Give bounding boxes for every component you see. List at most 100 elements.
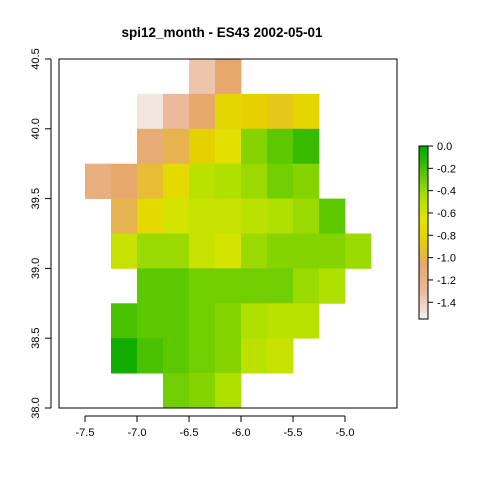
heatmap-cell bbox=[215, 93, 242, 130]
heatmap-cell bbox=[215, 163, 242, 199]
legend-color-step bbox=[419, 154, 428, 159]
legend-color-step bbox=[419, 212, 428, 216]
heatmap-cell bbox=[137, 233, 164, 269]
heatmap-cell bbox=[267, 338, 294, 374]
heatmap-cell bbox=[241, 268, 268, 304]
legend-color-step bbox=[419, 226, 428, 231]
legend-color-step bbox=[419, 249, 428, 254]
x-tick-label: -7.0 bbox=[128, 427, 147, 439]
legend-color-step bbox=[419, 215, 428, 219]
heatmap-cell bbox=[215, 59, 242, 95]
legend-color-step bbox=[419, 148, 428, 153]
legend-color-step bbox=[419, 287, 428, 291]
heatmap-cell bbox=[163, 268, 190, 304]
legend-tick-label: -1.4 bbox=[437, 297, 456, 309]
legend-color-step bbox=[419, 223, 428, 228]
heatmap-cell bbox=[267, 268, 294, 304]
heatmap-cell bbox=[189, 268, 216, 304]
heatmap-cell bbox=[163, 303, 190, 339]
heatmap-cell bbox=[189, 373, 216, 409]
legend-color-step bbox=[419, 264, 428, 268]
x-axis: -7.5 -7.0 -6.5 -6.0 -5.5 -5.0 bbox=[76, 415, 354, 439]
heatmap-cell bbox=[293, 233, 320, 269]
heatmap-cell bbox=[293, 93, 320, 130]
x-tick-label: -5.5 bbox=[284, 427, 303, 439]
y-tick-label: 40.0 bbox=[30, 118, 42, 139]
legend-frame bbox=[418, 145, 429, 320]
legend-color-step bbox=[419, 241, 428, 245]
legend-color-step bbox=[419, 301, 428, 306]
legend-color-step bbox=[419, 151, 428, 156]
heatmap-cell bbox=[215, 268, 242, 304]
legend-color-step bbox=[419, 183, 428, 187]
heatmap-cell bbox=[293, 198, 320, 234]
legend-color-step bbox=[419, 269, 428, 274]
heatmap-cell bbox=[137, 93, 164, 130]
legend-color-step bbox=[419, 238, 428, 242]
y-tick-label: 38.5 bbox=[30, 327, 42, 348]
legend-tick-label: -0.6 bbox=[437, 208, 456, 220]
heatmap-cell bbox=[241, 303, 268, 339]
legend-color-step bbox=[419, 272, 428, 277]
heatmap-cell bbox=[189, 198, 216, 234]
heatmap-cell bbox=[163, 338, 190, 374]
legend-color-step bbox=[419, 195, 428, 199]
heatmap-cell bbox=[293, 303, 320, 339]
heatmap-cell bbox=[137, 268, 164, 304]
heatmap-cell bbox=[319, 198, 346, 234]
x-tick-label: -6.5 bbox=[180, 427, 199, 439]
legend-color-step bbox=[419, 218, 428, 222]
heatmap-cell bbox=[111, 303, 138, 339]
heatmap-cell bbox=[137, 163, 164, 199]
heatmap-cell bbox=[137, 338, 164, 374]
heatmap-cell bbox=[241, 198, 268, 234]
heatmap-cell bbox=[163, 198, 190, 234]
legend-color-step bbox=[419, 169, 428, 173]
y-tick-label: 40.5 bbox=[30, 48, 42, 69]
legend-color-step bbox=[419, 209, 428, 213]
legend-tick-label: -1.2 bbox=[437, 275, 456, 287]
legend-color-step bbox=[419, 186, 428, 190]
heatmap-cell bbox=[189, 163, 216, 199]
heatmap-cell bbox=[267, 303, 294, 339]
heatmap-cell bbox=[163, 93, 190, 130]
legend-tick-label: 0.0 bbox=[437, 141, 452, 153]
heatmap-cell bbox=[189, 303, 216, 339]
heatmap-cell bbox=[293, 268, 320, 304]
y-tick-label: 39.5 bbox=[30, 188, 42, 209]
legend-color-step bbox=[419, 304, 428, 309]
legend-color-step bbox=[419, 166, 428, 170]
legend-color-step bbox=[419, 281, 428, 285]
legend-color-step bbox=[419, 290, 428, 294]
legend-tick-label: -0.2 bbox=[437, 163, 456, 175]
heatmap-cell bbox=[267, 233, 294, 269]
legend-color-step bbox=[419, 293, 428, 297]
heatmap-cell bbox=[189, 128, 216, 165]
heatmap-cell bbox=[85, 163, 112, 199]
heatmap-cell bbox=[137, 303, 164, 339]
x-tick-label: -7.5 bbox=[76, 427, 95, 439]
heatmap-cell bbox=[163, 128, 190, 165]
legend-color-step bbox=[419, 235, 428, 239]
legend-color-step bbox=[419, 232, 428, 236]
heatmap-cell bbox=[319, 233, 346, 269]
chart-title: spi12_month - ES43 2002-05-01 bbox=[121, 25, 323, 40]
heatmap-cell bbox=[163, 233, 190, 269]
heatmap-cell bbox=[241, 163, 268, 199]
legend-color-step bbox=[419, 316, 428, 320]
legend-color-step bbox=[419, 220, 428, 225]
y-axis: 38.0 38.5 39.0 39.5 40.0 40.5 bbox=[30, 48, 52, 419]
legend-color-step bbox=[419, 307, 428, 311]
legend-color-step bbox=[419, 275, 428, 280]
heatmap-cell bbox=[137, 198, 164, 234]
legend-color-step bbox=[419, 197, 428, 202]
legend-color-step bbox=[419, 229, 428, 234]
heatmap-cell bbox=[241, 233, 268, 269]
legend-color-step bbox=[419, 258, 428, 262]
heatmap-cell bbox=[267, 198, 294, 234]
heatmap-cell bbox=[189, 233, 216, 269]
legend-color-step bbox=[419, 163, 428, 167]
heatmap-cell bbox=[293, 128, 320, 165]
legend-color-step bbox=[419, 180, 428, 185]
